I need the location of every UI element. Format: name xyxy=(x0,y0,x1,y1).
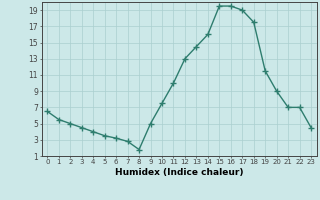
X-axis label: Humidex (Indice chaleur): Humidex (Indice chaleur) xyxy=(115,168,244,177)
